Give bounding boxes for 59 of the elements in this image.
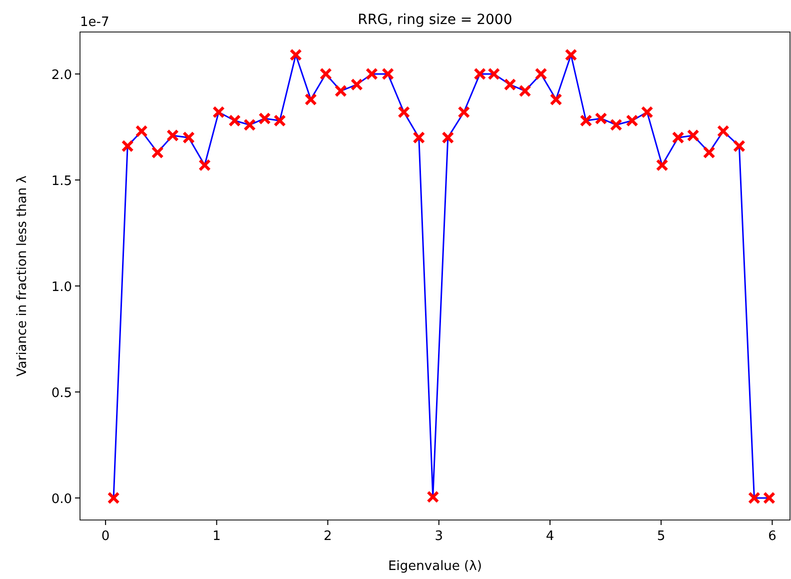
point bbox=[304, 93, 318, 106]
x-tick-label: 3 bbox=[434, 529, 444, 544]
point bbox=[458, 106, 470, 118]
point bbox=[656, 158, 668, 172]
point bbox=[334, 84, 348, 98]
point bbox=[442, 131, 454, 144]
point bbox=[580, 114, 592, 127]
point bbox=[182, 131, 195, 144]
x-tick-label: 5 bbox=[656, 529, 666, 544]
point bbox=[258, 112, 271, 125]
text: 1e-7 bbox=[80, 15, 110, 30]
x-tick-label: 4 bbox=[546, 529, 554, 544]
point bbox=[151, 146, 164, 159]
x-tick-label: 0 bbox=[101, 529, 110, 544]
point bbox=[748, 492, 760, 504]
point bbox=[166, 129, 179, 142]
point bbox=[762, 492, 776, 504]
point bbox=[198, 158, 211, 172]
point bbox=[702, 146, 716, 159]
point bbox=[135, 124, 148, 138]
point bbox=[350, 78, 364, 91]
point bbox=[212, 106, 225, 118]
point bbox=[228, 114, 241, 127]
x-tick-label: 2 bbox=[324, 529, 332, 544]
point bbox=[732, 140, 746, 152]
y-axis-title: Variance in fraction less than λ bbox=[15, 175, 30, 376]
point bbox=[564, 48, 578, 62]
point bbox=[610, 118, 622, 132]
point bbox=[412, 131, 426, 144]
point bbox=[504, 78, 516, 91]
point bbox=[518, 84, 532, 98]
point bbox=[398, 106, 410, 118]
y-tick-label: 1.0 bbox=[51, 280, 72, 295]
point bbox=[716, 124, 730, 138]
point bbox=[382, 68, 394, 80]
point bbox=[290, 48, 302, 62]
point bbox=[107, 492, 120, 504]
point bbox=[366, 68, 378, 80]
y-tick-label: 2.0 bbox=[51, 68, 72, 83]
point bbox=[121, 140, 134, 152]
point bbox=[672, 131, 684, 144]
point bbox=[243, 118, 256, 132]
point bbox=[626, 114, 638, 127]
y-tick-label: 1.5 bbox=[51, 174, 72, 189]
chart-title: RRG, ring size = 2000 bbox=[358, 12, 512, 28]
point bbox=[274, 114, 286, 127]
line-series bbox=[112, 54, 770, 499]
point bbox=[534, 68, 548, 80]
point bbox=[426, 490, 440, 504]
point bbox=[320, 68, 332, 80]
point bbox=[686, 129, 700, 142]
x-tick-label: 6 bbox=[768, 529, 776, 544]
point bbox=[640, 106, 654, 118]
x-axis-title: Eigenvalue (λ) bbox=[388, 559, 482, 574]
point bbox=[594, 112, 608, 125]
y-tick-label: 0.0 bbox=[51, 492, 72, 507]
y-tick-label: 0.5 bbox=[51, 386, 72, 401]
x-tick-label: 1 bbox=[212, 529, 221, 544]
point bbox=[550, 93, 562, 106]
